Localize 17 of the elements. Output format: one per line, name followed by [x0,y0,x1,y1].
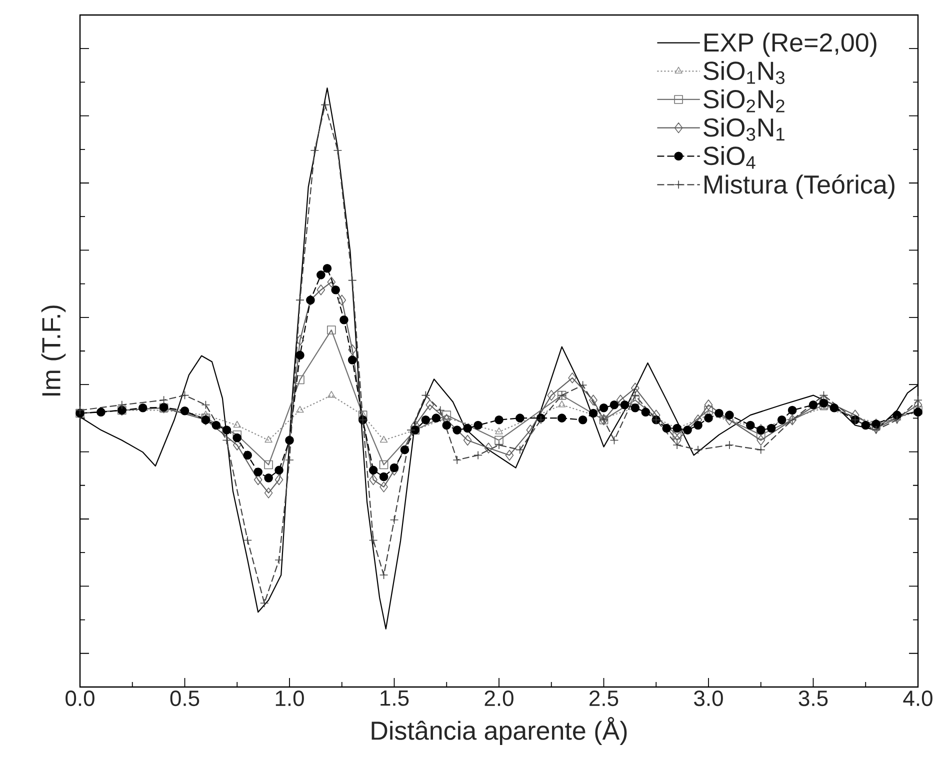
x-tick-label: 2.0 [484,690,514,706]
y-axis-title: Im (T.F.) [41,306,66,396]
x-tick-label: 1.0 [276,690,304,706]
legend-label: SiO$_{2}$N$_{2}$ [704,89,784,112]
x-tick-label: 3.0 [694,690,723,706]
x-axis-title: Distância aparente (Å) [372,716,627,746]
x-tick-label: 0.0 [66,690,94,706]
legend-label: SiO$_{3}$N$_{1}$ [704,118,784,141]
x-tick-label: 2.5 [590,690,618,706]
x-tick-label: 3.5 [798,690,828,706]
legend-label: SiO$_{4}$ [704,146,756,169]
x-tick-label: 1.5 [380,690,409,706]
legend-label: SiO$_{1}$N$_{3}$ [704,60,784,84]
x-tick-label: 0.5 [170,690,200,706]
legend-label: EXP (Re=2,00) [704,32,876,57]
legend-label: Mistura (Teórica) [704,174,894,199]
x-tick-label: 4.0 [903,690,932,706]
